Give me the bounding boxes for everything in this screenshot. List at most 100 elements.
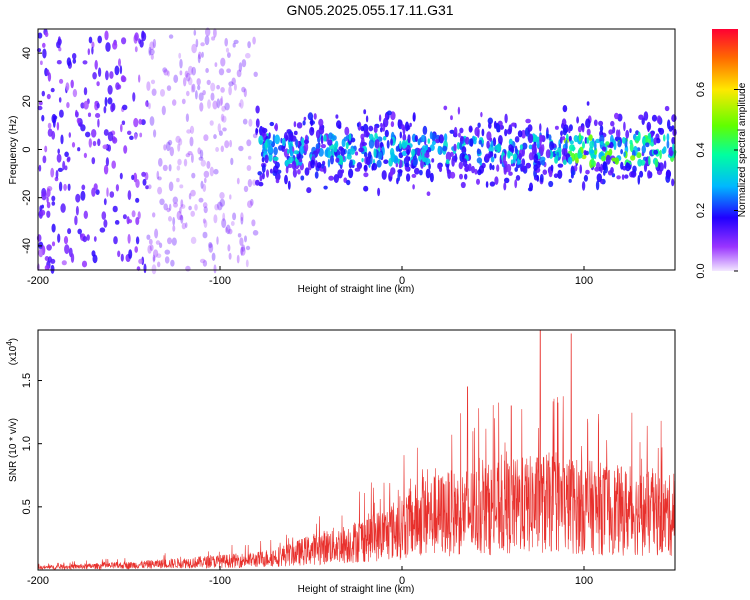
spectrogram-cell <box>161 105 166 116</box>
spectrogram-cell <box>343 136 348 142</box>
spectrogram-cell <box>252 36 256 45</box>
spectrogram-cell <box>371 162 378 171</box>
spectrogram-cell <box>401 124 405 131</box>
spectrogram-cell <box>250 198 254 206</box>
spectrogram-cell <box>83 87 88 96</box>
spectrogram-cell <box>109 191 115 198</box>
spectrogram-cell <box>220 95 224 106</box>
snr-series-line <box>37 329 676 571</box>
spectrogram-cell <box>72 58 77 64</box>
spectrogram-cell <box>218 130 223 136</box>
spectrogram-cell <box>158 157 163 167</box>
colorbar: 0.0 0.2 0.4 0.6 Normalized spectral amplitu… <box>695 29 748 279</box>
spectrogram-cell <box>399 131 402 139</box>
spectrogram-cell <box>462 158 468 168</box>
spectrogram-cell <box>87 112 92 118</box>
spectrogram-cell <box>588 134 593 141</box>
spectrogram-cell <box>536 174 540 182</box>
spectrogram-cell <box>97 35 102 44</box>
spectrogram-cell <box>230 221 235 226</box>
spectrogram-cell <box>138 118 143 125</box>
spectrogram-cell <box>86 234 90 241</box>
spectrogram-cell <box>159 198 165 206</box>
spectrogram-cell <box>132 92 136 102</box>
spectrogram-cell <box>368 125 374 132</box>
spectrogram-cell <box>374 132 378 139</box>
spectrogram-cell <box>287 149 290 154</box>
spectrogram-cell <box>438 134 444 144</box>
spectrogram-cell <box>401 150 408 156</box>
snr-frame <box>37 329 676 571</box>
spectrogram-cell <box>126 216 130 225</box>
spectrogram-cell <box>57 38 62 46</box>
spectrogram-cell <box>671 136 676 145</box>
spectrogram-cell <box>428 163 431 170</box>
spectrogram-cell <box>397 171 401 182</box>
spectrogram-cell <box>477 129 480 138</box>
spectrogram-cell <box>105 70 109 81</box>
spectrogram-cell <box>117 250 121 258</box>
spectrogram-cell <box>323 185 328 190</box>
spectrogram-cell <box>131 174 135 180</box>
spectrogram-cell <box>582 141 585 149</box>
spectrogram-cell <box>445 159 450 165</box>
spectrogram-cell <box>91 46 94 55</box>
spectrogram-cell <box>363 185 369 192</box>
spectrogram-cell <box>629 142 634 153</box>
spectrogram-cell <box>240 246 243 256</box>
spectrogram-cell <box>220 57 226 67</box>
spectrogram-cell <box>189 136 194 147</box>
spectrogram-cell <box>46 188 51 198</box>
spectrogram-cell <box>374 139 380 149</box>
spectrogram-cell <box>217 201 223 211</box>
spectrogram-cell <box>184 70 189 78</box>
spectrogram-cell <box>271 140 275 147</box>
spectrogram-cell <box>664 105 670 112</box>
spectrogram-cell <box>251 219 256 227</box>
spectrogram-cell <box>162 67 168 73</box>
spectrogram-cell <box>88 36 93 44</box>
spectrogram-cell <box>213 28 217 38</box>
spectrogram-cell <box>111 160 116 169</box>
spectrogram-cell <box>605 154 611 165</box>
spectrogram-cell <box>107 97 113 105</box>
spectrogram-cell <box>139 39 144 48</box>
spectrogram-cell <box>561 136 566 141</box>
spectrogram-cell <box>314 171 319 179</box>
spectrogram-cell <box>376 159 382 168</box>
spectrogram-cell <box>474 168 478 175</box>
spectrogram-cell <box>663 160 667 169</box>
spectrogram-cell <box>176 165 181 171</box>
spectrogram-cell <box>384 114 388 119</box>
spectrogram-cell <box>515 175 521 181</box>
spectrogram-cell <box>361 158 364 163</box>
spectrogram-cell <box>103 106 107 114</box>
spectrogram-cell <box>508 124 513 134</box>
spectrogram-cell <box>275 178 280 184</box>
spectrogram-cell <box>404 162 410 168</box>
spectrogram-cell <box>153 256 156 262</box>
spectrogram-cell <box>192 83 196 93</box>
spectrogram-cell <box>66 57 72 67</box>
spectrogram-cell <box>101 211 107 220</box>
spectrogram-y-tick-label: 0 <box>21 146 33 152</box>
spectrogram-cell <box>333 142 338 153</box>
spectrogram-cell <box>287 163 293 168</box>
spectrogram-cell <box>177 143 181 152</box>
spectrogram-cell <box>157 176 162 181</box>
spectrogram-cell <box>623 121 626 132</box>
spectrogram-cell <box>237 233 242 238</box>
spectrogram-cell <box>148 46 152 56</box>
spectrogram-cell <box>373 126 378 133</box>
spectrogram-cell <box>288 132 291 143</box>
spectrogram-cell <box>454 153 458 163</box>
spectrogram-cell <box>625 162 629 169</box>
spectrogram-cell <box>562 105 568 113</box>
snr-y-tick-label: 0.5 <box>21 499 33 514</box>
spectrogram-cell <box>521 147 526 157</box>
spectrogram-cell <box>486 140 490 149</box>
spectrogram-cell <box>97 138 101 147</box>
spectrogram-cell <box>115 184 119 192</box>
spectrogram-cell <box>107 85 113 95</box>
spectrogram-cell <box>198 92 204 101</box>
